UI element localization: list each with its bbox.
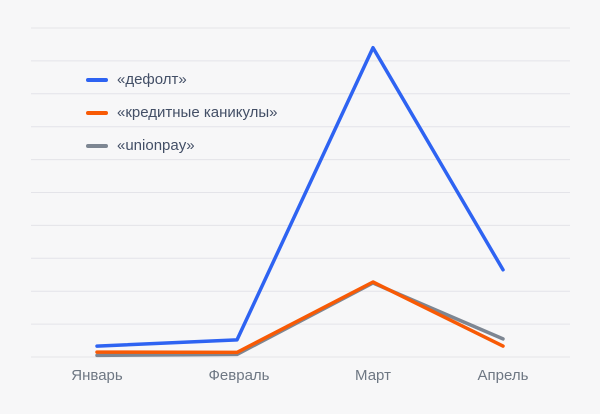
series-line-дефолт: [95, 45, 505, 348]
legend-label-defolt: «дефолт»: [117, 71, 187, 88]
chart-legend: «дефолт» «кредитные каникулы» «unionpay»: [86, 63, 278, 162]
x-axis-label-april: Апрель: [477, 367, 529, 384]
x-axis-label-february: Февраль: [208, 367, 270, 384]
legend-swatch-credit-holidays-icon: [86, 110, 108, 115]
legend-label-unionpay: «unionpay»: [117, 137, 195, 154]
legend-label-credit-holidays: «кредитные каникулы»: [117, 104, 278, 121]
legend-item-defolt: «дефолт»: [86, 63, 278, 96]
legend-item-credit-holidays: «кредитные каникулы»: [86, 96, 278, 129]
legend-item-unionpay: «unionpay»: [86, 129, 278, 162]
x-axis-label-january: Январь: [71, 367, 123, 384]
x-axis-label-march: Март: [355, 367, 391, 384]
series-line-кредитныеканикулы: [95, 280, 505, 355]
legend-swatch-unionpay-icon: [86, 143, 108, 148]
legend-swatch-defolt-icon: [86, 77, 108, 82]
